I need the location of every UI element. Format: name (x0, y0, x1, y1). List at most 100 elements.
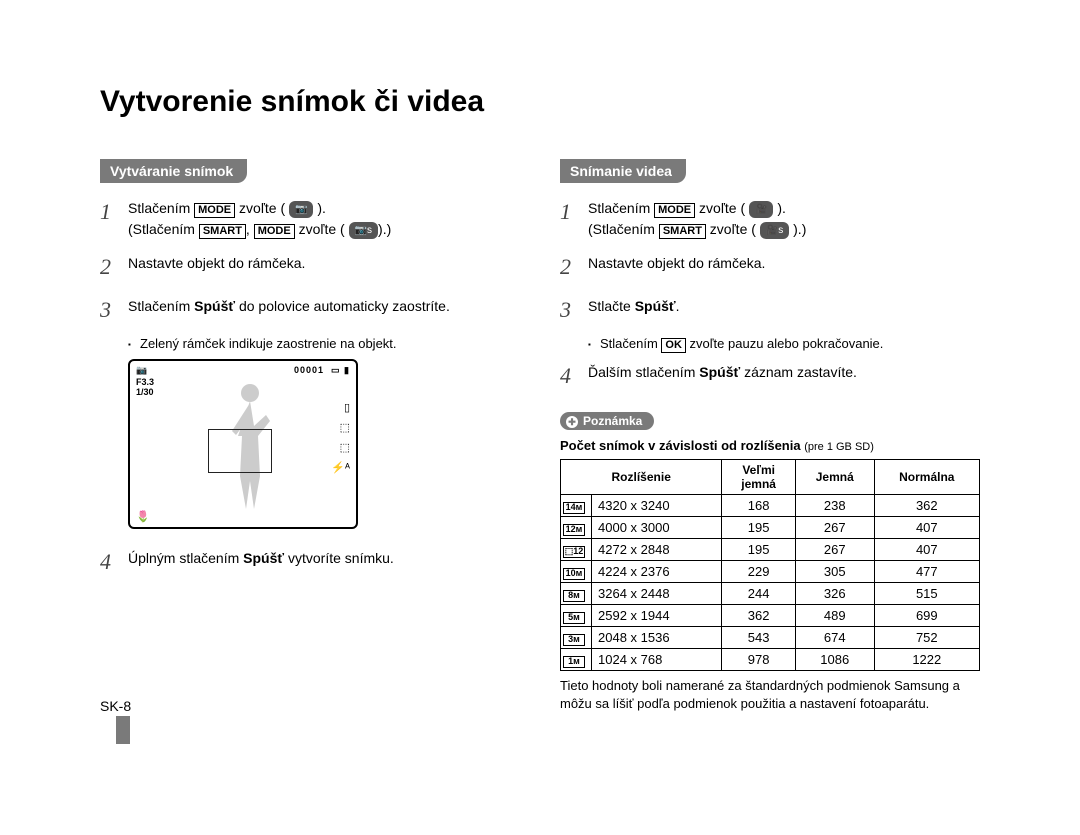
resolution-dim-cell: 3264 x 2448 (592, 583, 722, 605)
resolution-dim-cell: 2592 x 1944 (592, 605, 722, 627)
resolution-dim-cell: 4000 x 3000 (592, 517, 722, 539)
resolution-value-cell: 229 (722, 561, 796, 583)
table-row: 3ᴍ2048 x 1536543674752 (561, 627, 980, 649)
page-number: SK-8 (100, 698, 131, 744)
resolution-icon-cell: 10ᴍ (561, 561, 592, 583)
section-header-photos: Vytváranie snímok (100, 159, 247, 183)
resolution-value-cell: 1222 (874, 649, 979, 671)
resolution-value-cell: 244 (722, 583, 796, 605)
right-step-3: 3 Stlačte Spúšť. (560, 293, 980, 326)
step-number: 1 (100, 195, 128, 228)
preview-counter: 00001 ▭ ▮ (294, 365, 350, 376)
resolution-value-cell: 326 (795, 583, 874, 605)
resolution-icon-cell: 1ᴍ (561, 649, 592, 671)
resolution-value-cell: 195 (722, 517, 796, 539)
camera-preview-figure: 📷 F3.31/30 00001 ▭ ▮ ▯ ⬚ ⬚ ⚡ᴬ 🌷 (128, 359, 520, 529)
resolution-value-cell: 362 (874, 495, 979, 517)
resolution-value-cell: 489 (795, 605, 874, 627)
manual-page: Vytvorenie snímok či videa Vytváranie sn… (100, 85, 980, 714)
resolution-dim-cell: 4224 x 2376 (592, 561, 722, 583)
left-step-4: 4 Úplným stlačením Spúšť vytvoríte snímk… (100, 545, 520, 578)
preview-side-icon: ⬚ (340, 441, 350, 454)
section-header-video: Snímanie videa (560, 159, 686, 183)
right-step-2: 2 Nastavte objekt do rámčeka. (560, 250, 980, 283)
resolution-dim-cell: 4320 x 3240 (592, 495, 722, 517)
step-text: Stlačením MODE zvoľte ( 🎥 ).(Stlačením S… (588, 195, 980, 240)
step-text: Stlačením Spúšť do polovice automaticky … (128, 293, 520, 317)
left-column: Vytváranie snímok 1 Stlačením MODE zvoľt… (100, 159, 520, 714)
step-number: 3 (560, 293, 588, 326)
right-column: Snímanie videa 1 Stlačením MODE zvoľte (… (560, 159, 980, 714)
right-step-1: 1 Stlačením MODE zvoľte ( 🎥 ).(Stlačením… (560, 195, 980, 240)
table-header: Veľmijemná (722, 460, 796, 495)
page-title: Vytvorenie snímok či videa (100, 85, 980, 119)
table-row: 5ᴍ2592 x 1944362489699 (561, 605, 980, 627)
resolution-table: RozlíšenieVeľmijemnáJemnáNormálna 14ᴍ432… (560, 459, 980, 671)
step-text: Nastavte objekt do rámčeka. (588, 250, 980, 274)
note-title: Počet snímok v závislosti od rozlíšenia … (560, 438, 980, 453)
step-text: Stlačte Spúšť. (588, 293, 980, 317)
left-step-2: 2 Nastavte objekt do rámčeka. (100, 250, 520, 283)
page-number-bar (116, 716, 130, 744)
resolution-value-cell: 752 (874, 627, 979, 649)
step-text: Stlačením MODE zvoľte ( 📷 ).(Stlačením S… (128, 195, 520, 240)
two-column-layout: Vytváranie snímok 1 Stlačením MODE zvoľt… (100, 159, 980, 714)
note-title-text: Počet snímok v závislosti od rozlíšenia (560, 438, 801, 453)
left-step-1: 1 Stlačením MODE zvoľte ( 📷 ).(Stlačením… (100, 195, 520, 240)
resolution-value-cell: 699 (874, 605, 979, 627)
table-row: 14ᴍ4320 x 3240168238362 (561, 495, 980, 517)
note-title-small: (pre 1 GB SD) (804, 441, 874, 453)
preview-side-icon: ⬚ (340, 421, 350, 434)
focus-rectangle (208, 429, 272, 473)
resolution-value-cell: 305 (795, 561, 874, 583)
resolution-dim-cell: 1024 x 768 (592, 649, 722, 671)
resolution-icon-cell: ⬚12 (561, 539, 592, 561)
resolution-value-cell: 543 (722, 627, 796, 649)
table-footnote: Tieto hodnoty boli namerané za štandardn… (560, 677, 980, 713)
table-header: Normálna (874, 460, 979, 495)
resolution-value-cell: 362 (722, 605, 796, 627)
left-step-3-bullet: Zelený rámček indikuje zaostrenie na obj… (128, 336, 520, 351)
table-row: 8ᴍ3264 x 2448244326515 (561, 583, 980, 605)
step-text: Nastavte objekt do rámčeka. (128, 250, 520, 274)
page-number-text: SK-8 (100, 698, 131, 714)
resolution-value-cell: 267 (795, 539, 874, 561)
resolution-value-cell: 168 (722, 495, 796, 517)
step-number: 1 (560, 195, 588, 228)
resolution-value-cell: 515 (874, 583, 979, 605)
resolution-value-cell: 1086 (795, 649, 874, 671)
resolution-dim-cell: 2048 x 1536 (592, 627, 722, 649)
resolution-dim-cell: 4272 x 2848 (592, 539, 722, 561)
table-header: Rozlíšenie (561, 460, 722, 495)
resolution-value-cell: 978 (722, 649, 796, 671)
step-number: 2 (100, 250, 128, 283)
table-row: 12ᴍ4000 x 3000195267407 (561, 517, 980, 539)
resolution-value-cell: 238 (795, 495, 874, 517)
right-step-4: 4 Ďalším stlačením Spúšť záznam zastavít… (560, 359, 980, 392)
step-number: 2 (560, 250, 588, 283)
resolution-icon-cell: 14ᴍ (561, 495, 592, 517)
preview-screen: 📷 F3.31/30 00001 ▭ ▮ ▯ ⬚ ⬚ ⚡ᴬ 🌷 (128, 359, 358, 529)
step-text: Ďalším stlačením Spúšť záznam zastavíte. (588, 359, 980, 383)
preview-exposure: F3.31/30 (136, 377, 154, 397)
resolution-value-cell: 407 (874, 539, 979, 561)
resolution-icon-cell: 3ᴍ (561, 627, 592, 649)
table-row: ⬚124272 x 2848195267407 (561, 539, 980, 561)
preview-macro-icon: 🌷 (136, 510, 150, 523)
resolution-value-cell: 407 (874, 517, 979, 539)
table-row: 1ᴍ1024 x 76897810861222 (561, 649, 980, 671)
step-number: 4 (100, 545, 128, 578)
resolution-value-cell: 674 (795, 627, 874, 649)
note-label: Poznámka (560, 412, 654, 430)
resolution-icon-cell: 8ᴍ (561, 583, 592, 605)
resolution-value-cell: 267 (795, 517, 874, 539)
step-text: Úplným stlačením Spúšť vytvoríte snímku. (128, 545, 520, 569)
resolution-icon-cell: 5ᴍ (561, 605, 592, 627)
right-step-3-bullet: Stlačením OK zvoľte pauzu alebo pokračov… (588, 336, 980, 353)
preview-side-icon: ⚡ᴬ (331, 461, 350, 474)
step-number: 3 (100, 293, 128, 326)
resolution-icon-cell: 12ᴍ (561, 517, 592, 539)
resolution-value-cell: 195 (722, 539, 796, 561)
step-number: 4 (560, 359, 588, 392)
table-header: Jemná (795, 460, 874, 495)
